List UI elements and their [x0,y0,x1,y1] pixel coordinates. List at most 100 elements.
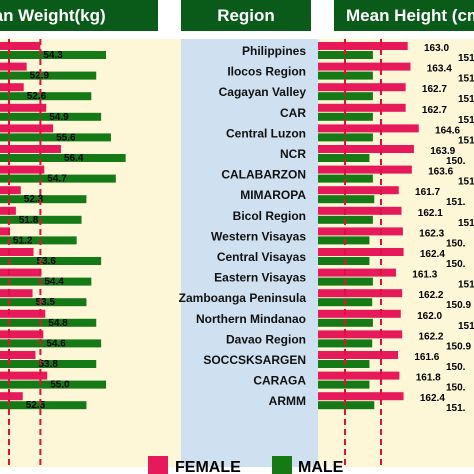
weight-value-label: 53.5 [36,297,56,308]
weight-value-label: 54.7 [47,174,67,185]
male-weight-bar [0,133,111,142]
height-male-value-label: 151 [458,135,474,146]
height-value-label: 162.1 [418,208,443,219]
region-label: Davao Region [226,332,306,346]
height-value-label: 163.4 [427,64,452,75]
height-value-label: 162.7 [422,105,447,116]
height-male-value-label: 151. [446,197,466,208]
male-height-bar [318,360,370,368]
male-weight-bar [0,318,97,327]
height-male-value-label: 151. [446,403,466,414]
weight-value-label: 54.6 [46,338,66,349]
male-weight-bar [0,257,102,265]
weight-value-label: 52.6 [27,91,47,102]
height-value-label: 163.6 [428,167,453,178]
legend-male-label: MALE [298,459,344,474]
region-label: Eastern Visayas [214,271,306,285]
female-weight-bar [0,392,23,401]
male-height-bar [318,133,373,142]
male-height-bar [318,71,373,80]
female-height-bar [318,351,399,359]
male-weight-bar [0,401,87,410]
weight-value-label: 52.9 [30,71,50,82]
female-weight-bar [0,351,36,359]
female-weight-bar [0,289,33,298]
region-label: Western Visayas [211,229,306,243]
male-weight-bar [0,112,102,121]
female-weight-bar [0,268,42,277]
height-value-label: 163.9 [430,146,455,157]
legend-female-label: FEMALE [175,459,241,474]
female-weight-bar [0,330,44,339]
height-male-value-label: 150. [446,383,466,394]
female-height-bar [318,371,400,380]
height-male-value-label: 151 [458,321,474,332]
female-weight-bar [0,124,54,133]
height-value-label: 162.0 [417,311,442,322]
weight-value-label: 55.0 [50,380,70,391]
weight-value-label: 54.4 [44,277,64,288]
region-label: Zamboanga Peninsula [179,291,307,305]
region-label: Cagayan Valley [219,85,307,99]
mean-weight-header: Mean Weight(kg) [0,0,158,31]
female-weight-bar [0,206,16,215]
female-weight-bar [0,103,47,112]
female-height-bar [318,186,399,195]
height-male-value-label: 150. [446,156,466,167]
male-height-bar [318,401,375,410]
female-weight-bar [0,248,34,256]
male-weight-bar [0,195,87,204]
height-male-value-label: 150.9 [446,300,471,311]
weight-value-label: 53.8 [38,359,58,370]
female-weight-bar [0,309,46,318]
weight-value-label: 56.4 [64,153,84,164]
female-height-bar [318,289,403,298]
height-male-value-label: 151 [458,218,474,229]
region-label: Central Visayas [217,250,306,264]
female-weight-bar [0,83,24,92]
region-label: Bicol Region [233,209,306,223]
female-height-bar [318,145,414,153]
legend-female-swatch [148,456,168,474]
female-weight-bar [0,145,61,153]
male-height-bar [318,112,373,121]
male-weight-bar [0,154,126,162]
height-value-label: 162.4 [420,393,445,404]
height-value-label: 163.0 [424,43,449,54]
region-label: Central Luzon [226,126,306,140]
region-label: Ilocos Region [227,65,306,79]
female-weight-bar [0,371,48,380]
female-height-bar [318,165,412,174]
weight-value-label: 52.5 [26,400,46,411]
male-weight-bar [0,92,92,101]
height-value-label: 162.4 [420,249,445,260]
female-height-bar [318,62,411,71]
female-height-bar [318,268,396,277]
height-value-label: 161.6 [414,352,439,363]
height-value-label: 162.2 [418,331,443,342]
female-height-bar [318,227,403,236]
male-height-bar [318,154,370,162]
male-height-bar [318,257,370,265]
height-value-label: 161.7 [415,187,440,198]
female-height-bar [318,42,408,50]
male-weight-bar [0,277,92,286]
female-weight-bar [0,186,21,195]
female-height-bar [318,248,404,256]
region-label: Northern Mindanao [196,312,306,326]
height-male-value-label: 151 [458,53,474,64]
male-height-bar [318,236,370,245]
region-header: Region [181,0,311,31]
height-male-value-label: 151 [458,74,474,85]
weight-value-label: 51.8 [19,215,39,226]
height-male-value-label: 151 [458,177,474,188]
female-height-bar [318,392,404,401]
height-male-value-label: 150. [446,362,466,373]
height-value-label: 162.7 [422,84,447,95]
female-height-bar [318,330,403,339]
male-weight-bar [0,174,116,183]
male-height-bar [318,92,373,101]
height-male-value-label: 151 [458,280,474,291]
height-male-value-label: 150. [446,259,466,270]
mean-height-header: Mean Height (cm) [334,0,474,31]
